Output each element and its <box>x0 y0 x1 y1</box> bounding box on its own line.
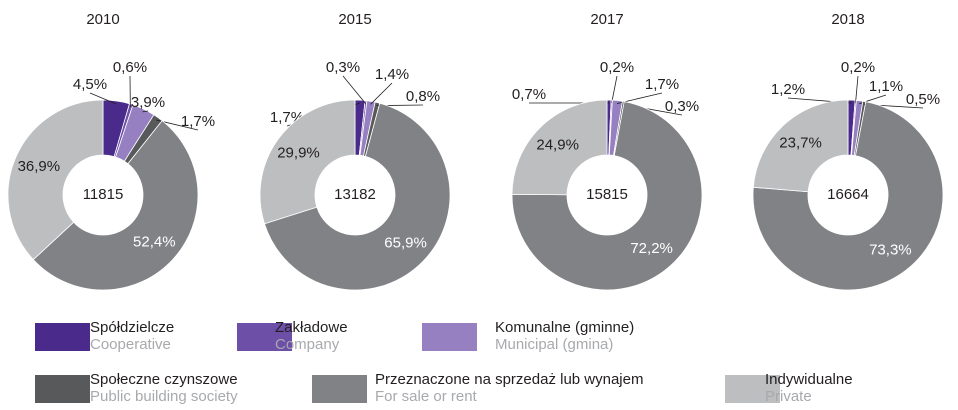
legend-swatch <box>35 375 90 403</box>
slice <box>511 101 703 291</box>
slice <box>259 99 356 225</box>
total-label: 16664 <box>827 186 869 203</box>
value-label: 4,5% <box>73 76 107 93</box>
leader-line <box>611 75 618 104</box>
slice <box>752 101 944 291</box>
value-label: 0,6% <box>113 59 147 76</box>
value-label: 1,1% <box>869 78 903 95</box>
value-label: 73,3% <box>869 242 912 259</box>
slice <box>511 99 608 196</box>
legend-label-en: Company <box>275 336 340 353</box>
legend-label-en: Public building society <box>90 388 238 405</box>
leader-line <box>370 82 393 105</box>
legend-label: Przeznaczone na sprzedaż lub wynajem <box>375 371 643 388</box>
value-label: 29,9% <box>277 145 320 162</box>
value-label: 65,9% <box>384 234 427 251</box>
value-label: 0,2% <box>600 59 634 76</box>
leader-line <box>855 75 859 104</box>
legend-label-en: Municipal (gmina) <box>495 336 613 353</box>
legend-swatch <box>422 323 477 351</box>
legend-label: Spółdzielcze <box>90 319 174 336</box>
legend-label: Komunalne (gminne) <box>495 319 634 336</box>
value-label: 0,2% <box>841 59 875 76</box>
leader-line <box>142 110 149 113</box>
total-label: 13182 <box>334 186 376 203</box>
value-label: 52,4% <box>133 234 176 251</box>
chart-title: 2017 <box>590 11 623 28</box>
value-label: 1,2% <box>771 81 805 98</box>
value-label: 1,4% <box>375 66 409 83</box>
slice <box>7 99 104 261</box>
legend-swatch <box>312 375 367 403</box>
value-label: 24,9% <box>536 136 579 153</box>
value-label: 0,5% <box>906 91 940 108</box>
value-label: 1,7% <box>645 76 679 93</box>
leader-line <box>89 92 117 105</box>
chart-title: 2018 <box>831 11 864 28</box>
legend-label-en: Private <box>765 388 812 405</box>
legend-label: Indywidualne <box>765 371 853 388</box>
slice <box>263 102 451 291</box>
total-label: 15815 <box>586 186 628 203</box>
value-label: 1,7% <box>181 113 215 130</box>
slice <box>752 99 849 193</box>
legend-swatch <box>725 375 780 403</box>
value-label: 0,3% <box>326 59 360 76</box>
legend-label-en: For sale or rent <box>375 388 478 405</box>
legend-label: Zakładowe <box>275 319 348 336</box>
legend-swatch <box>35 323 90 351</box>
chart-title: 2010 <box>86 11 119 28</box>
legend-swatch <box>237 323 292 351</box>
legend-label-en: Cooperative <box>90 336 171 353</box>
value-label: 72,2% <box>630 240 673 257</box>
value-label: 0,8% <box>406 88 440 105</box>
chart-title: 2015 <box>338 11 371 28</box>
value-label: 23,7% <box>779 134 822 151</box>
legend-label: Społeczne czynszowe <box>90 371 238 388</box>
slice <box>32 120 199 291</box>
value-label: 0,3% <box>665 98 699 115</box>
total-label: 11815 <box>83 186 124 203</box>
value-label: 3,9% <box>131 94 165 111</box>
value-label: 0,7% <box>512 86 546 103</box>
leader-line <box>342 75 366 104</box>
value-label: 36,9% <box>18 158 61 175</box>
